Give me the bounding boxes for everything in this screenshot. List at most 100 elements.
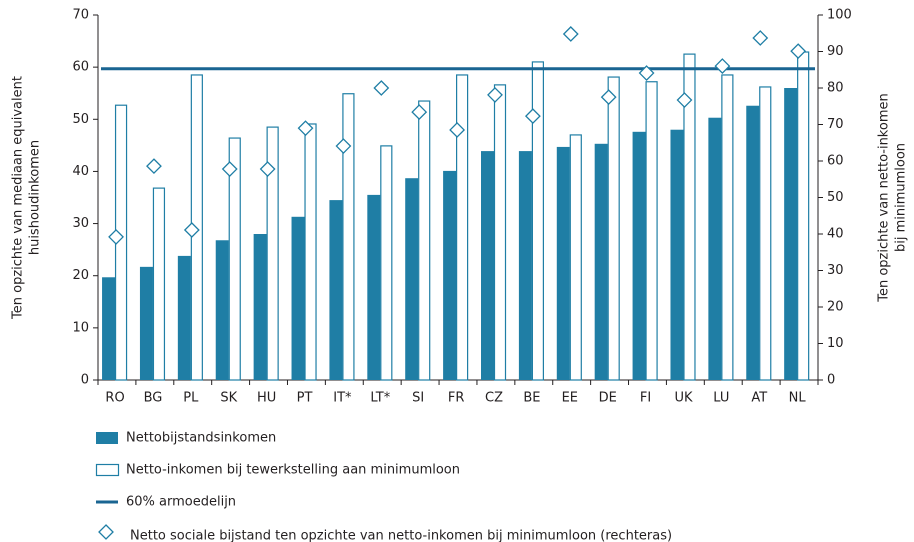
bar [556,146,570,380]
x-tick-label: DE [599,391,617,406]
x-tick-label: BG [144,391,163,406]
x-tick-label: NL [789,391,807,406]
y-tick-label: 30 [72,216,89,231]
bar-outline [266,126,279,381]
bar [594,143,608,380]
y-tick-label: 0 [81,373,89,388]
diamond-marker [221,161,238,177]
x-tick-label: LU [713,391,729,406]
x-tick-label: PL [183,391,199,406]
diamond-marker [790,43,807,60]
y2-axis-title: bij minimumloon [894,143,909,252]
y2-tick-label: 100 [827,8,852,23]
y-tick-label: 70 [72,8,89,23]
legend-label: 60% armoedelijn [126,495,236,510]
x-tick-label: LT* [370,391,390,406]
bar [670,129,684,380]
x-tick-label: BE [523,391,540,406]
bar [708,117,722,380]
y2-tick-label: 0 [827,373,835,388]
bar-outline [380,145,393,381]
y2-tick-label: 90 [827,44,844,59]
x-tick-label: HU [257,391,276,406]
y2-tick-label: 60 [827,154,844,169]
diamond-marker [373,80,390,96]
x-tick-label: PT [297,391,313,406]
legend-swatch [98,524,114,540]
bar [329,200,343,380]
bar [367,194,381,380]
diamond-marker [259,161,276,177]
diamond-marker [638,65,655,81]
bar-outline [721,74,734,381]
bar [253,234,267,380]
bar [443,170,457,380]
x-tick-label: UK [674,391,693,406]
legend-label: Nettobijstandsinkomen [126,431,276,446]
diamond-marker [297,120,314,137]
diamond-marker [487,87,503,103]
y-tick-label: 40 [72,164,89,179]
y2-tick-label: 70 [827,117,844,132]
y2-tick-label: 50 [827,190,844,205]
y2-tick-label: 40 [827,227,844,242]
diamond-marker [600,89,617,106]
y2-tick-label: 10 [827,336,844,351]
bar-outline [531,61,544,381]
x-tick-label: FI [640,391,651,406]
y-tick-label: 10 [72,320,89,335]
x-tick-label: CZ [485,391,503,406]
y-tick-label: 20 [72,268,89,283]
bar [784,88,798,380]
diamond-marker [335,138,352,154]
legend-label: Netto sociale bijstand ten opzichte van … [130,529,672,542]
diamond-marker [562,26,579,42]
bar [177,255,191,380]
y-axis-title: huishoudinkomen [28,140,43,255]
x-tick-label: FR [448,391,465,406]
bar [518,151,532,380]
bar [632,131,646,380]
bar [139,266,153,380]
y2-tick-label: 20 [827,300,844,315]
legend-swatch [96,432,118,444]
bar-outline [342,93,355,381]
bar-outline [759,86,772,381]
diamond-marker [183,222,200,238]
diamond-marker [524,108,541,125]
diamond-marker [411,104,428,121]
x-tick-label: IT* [333,391,352,406]
y-tick-label: 50 [72,112,89,127]
x-tick-label: AT [751,391,767,406]
diamond-marker [108,229,124,245]
bar-outline [152,187,166,381]
x-tick-label: SI [412,391,424,406]
bar-outline [797,51,810,381]
bar-outline [228,137,241,381]
diamond-marker [714,58,731,75]
bar-outline [645,81,658,381]
y2-tick-label: 80 [827,81,844,96]
y2-tick-label: 30 [827,263,844,278]
x-tick-label: RO [105,391,124,406]
bar-outline [683,53,696,381]
y-tick-label: 60 [72,60,89,75]
diamond-marker [752,30,769,46]
bar-outline [456,74,469,381]
y2-axis-title: Ten opzichte van netto-inkomen [877,93,892,302]
bar [405,178,419,380]
bar [102,277,116,380]
bar [215,240,229,380]
diamond-marker [676,92,693,108]
y-axis-title: Ten opzichte van mediaan equivalent [11,76,26,320]
bar [746,105,760,380]
bar-outline [493,84,507,381]
bar [291,216,305,380]
x-tick-label: SK [220,391,237,406]
bar [481,151,494,380]
diamond-marker [449,122,466,138]
legend-swatch [95,463,120,477]
x-tick-label: EE [562,391,578,406]
bar-outline [418,100,431,381]
